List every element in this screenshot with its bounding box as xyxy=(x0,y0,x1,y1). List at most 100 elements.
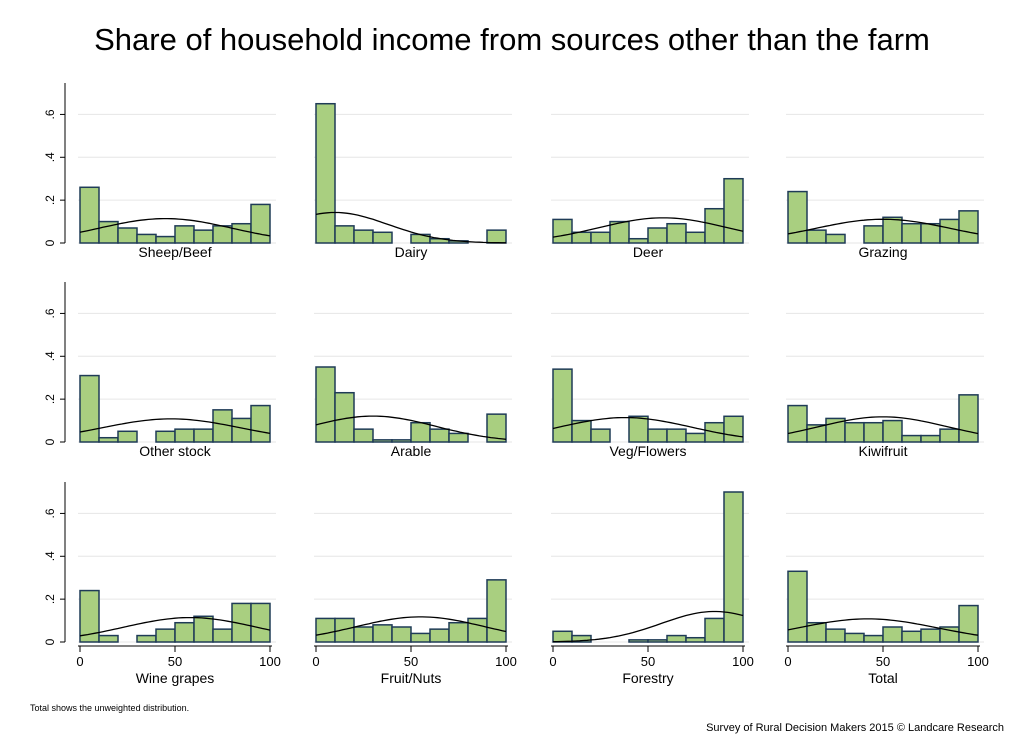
density-curve xyxy=(79,418,271,435)
histogram-bar xyxy=(844,421,865,443)
histogram-bar xyxy=(787,404,808,443)
histogram-bar xyxy=(193,615,214,643)
histogram-bar xyxy=(155,430,176,443)
histogram-bar xyxy=(920,222,941,244)
histogram-bar xyxy=(486,579,507,643)
histogram-bar xyxy=(193,229,214,244)
histogram-bar xyxy=(825,233,846,244)
histogram-bar xyxy=(647,639,668,643)
histogram-bar xyxy=(647,227,668,244)
histogram-bar xyxy=(958,394,979,443)
histogram-bar xyxy=(250,404,271,443)
panel-label: Other stock xyxy=(139,443,212,459)
footnote: Total shows the unweighted distribution. xyxy=(30,703,190,713)
y-tick-label: .6 xyxy=(43,508,57,518)
histogram-bar xyxy=(901,434,922,443)
panel-label: Deer xyxy=(633,244,664,260)
histogram-bar xyxy=(806,229,827,244)
histogram-bar xyxy=(486,229,507,244)
histogram-bar xyxy=(467,617,488,643)
histogram-bar xyxy=(685,231,706,244)
histogram-bar xyxy=(79,374,100,443)
histogram-bar xyxy=(863,225,884,244)
histogram-bar xyxy=(863,421,884,443)
y-tick-label: .2 xyxy=(43,394,57,404)
density-curve xyxy=(787,416,979,435)
histogram-bar xyxy=(901,630,922,643)
y-tick-label: .2 xyxy=(43,594,57,604)
histogram-bar xyxy=(685,636,706,643)
histogram-bar xyxy=(391,626,412,643)
histogram-bar xyxy=(391,439,412,443)
histogram-bar xyxy=(787,190,808,244)
histogram-bar xyxy=(901,222,922,244)
x-tick-label: 100 xyxy=(495,654,517,669)
histogram-bar xyxy=(609,220,630,244)
y-tick-label: .6 xyxy=(43,308,57,318)
histogram-bar xyxy=(250,602,271,643)
histogram-bar xyxy=(723,177,744,244)
histogram-bar xyxy=(920,628,941,643)
histogram-bar xyxy=(552,630,573,643)
density-curve xyxy=(552,416,744,438)
histogram-bar xyxy=(429,428,450,443)
histogram-bar xyxy=(666,222,687,244)
histogram-bar xyxy=(155,235,176,244)
density-curve xyxy=(315,616,507,636)
histogram-bar xyxy=(231,417,252,443)
histogram-bar xyxy=(315,366,336,443)
histogram-bar xyxy=(486,413,507,443)
histogram-bar xyxy=(863,634,884,643)
histogram-bar xyxy=(666,428,687,443)
x-tick-label: 50 xyxy=(876,654,890,669)
histogram-bar xyxy=(552,368,573,443)
y-tick-label: .4 xyxy=(43,152,57,162)
histogram-bar xyxy=(98,634,119,643)
histogram-bar xyxy=(552,218,573,244)
panel-label: Forestry xyxy=(622,670,673,686)
x-tick-label: 100 xyxy=(732,654,754,669)
density-curve xyxy=(79,217,271,237)
histogram-bar xyxy=(628,237,649,244)
histogram-bar xyxy=(193,428,214,443)
x-tick-label: 0 xyxy=(312,654,319,669)
histogram-bar xyxy=(723,415,744,443)
y-tick-label: .2 xyxy=(43,195,57,205)
panel-label: Total xyxy=(868,670,898,686)
histogram-bar xyxy=(353,626,374,643)
histogram-bar xyxy=(429,628,450,643)
x-tick-label: 50 xyxy=(168,654,182,669)
density-curve xyxy=(787,218,979,235)
y-tick-label: .4 xyxy=(43,351,57,361)
panel-label: Grazing xyxy=(858,244,907,260)
y-tick-label: 0 xyxy=(43,239,57,246)
panel-label: Arable xyxy=(391,443,432,459)
chart-title: Share of household income from sources o… xyxy=(94,22,930,57)
histogram-bar xyxy=(844,632,865,643)
y-tick-label: .6 xyxy=(43,109,57,119)
histogram-bar xyxy=(787,570,808,643)
density-curve xyxy=(787,618,979,636)
histogram-bar xyxy=(628,415,649,443)
x-tick-label: 0 xyxy=(549,654,556,669)
histogram-bar xyxy=(174,225,195,244)
credit-line: Survey of Rural Decision Makers 2015 © L… xyxy=(706,722,1004,734)
histogram-bar xyxy=(98,436,119,443)
histogram-bar xyxy=(315,102,336,244)
histogram-bar xyxy=(958,210,979,244)
histogram-bar xyxy=(79,186,100,244)
histogram-bar xyxy=(212,225,233,244)
x-tick-label: 50 xyxy=(641,654,655,669)
histogram-bar xyxy=(174,621,195,643)
histogram-bar xyxy=(920,434,941,443)
x-tick-label: 50 xyxy=(404,654,418,669)
histogram-bar xyxy=(939,218,960,244)
y-tick-label: 0 xyxy=(43,438,57,445)
panel-label: Kiwifruit xyxy=(858,443,907,459)
histogram-bar xyxy=(79,589,100,643)
histogram-bar xyxy=(571,231,592,244)
panel-label: Wine grapes xyxy=(136,670,215,686)
y-tick-label: .4 xyxy=(43,551,57,561)
histogram-bar xyxy=(448,432,469,443)
